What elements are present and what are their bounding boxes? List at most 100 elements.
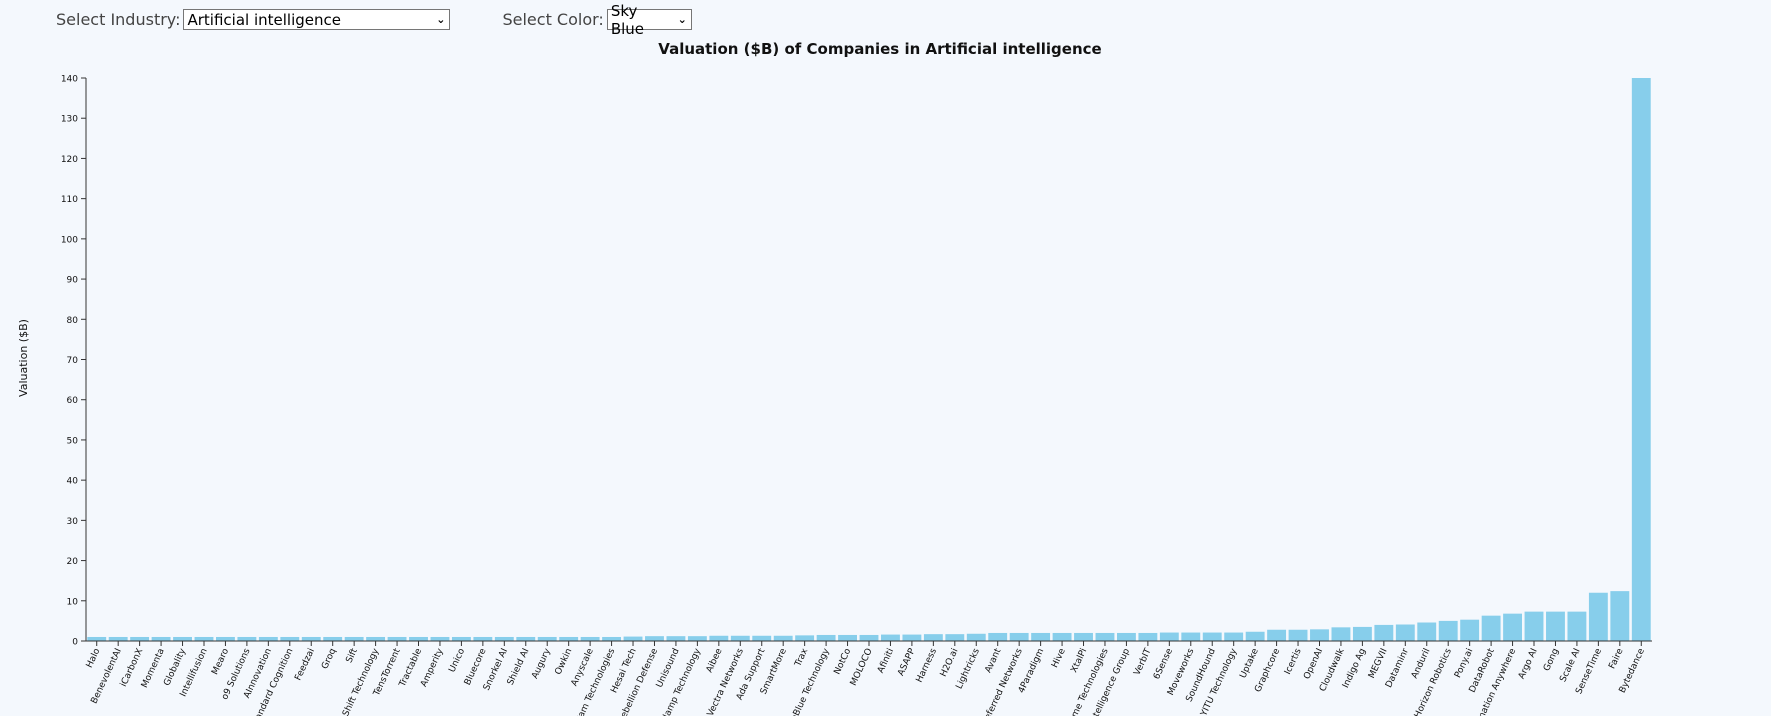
bar[interactable] bbox=[87, 636, 107, 641]
bar[interactable] bbox=[580, 636, 600, 641]
bar[interactable] bbox=[1374, 624, 1394, 641]
x-tick-label: Pony.ai bbox=[1453, 647, 1475, 680]
bar[interactable] bbox=[1009, 632, 1029, 641]
bar[interactable] bbox=[344, 636, 364, 641]
bar[interactable] bbox=[130, 636, 150, 641]
bar[interactable] bbox=[323, 636, 343, 641]
y-tick-label: 20 bbox=[67, 557, 79, 567]
bar[interactable] bbox=[430, 636, 450, 641]
bar[interactable] bbox=[473, 636, 493, 641]
bar[interactable] bbox=[1031, 632, 1051, 641]
bar[interactable] bbox=[1181, 632, 1201, 641]
bar[interactable] bbox=[151, 636, 171, 641]
x-tick-label: ASAPP bbox=[896, 647, 918, 678]
bar[interactable] bbox=[1503, 613, 1522, 641]
bar[interactable] bbox=[258, 636, 278, 641]
x-tick-label: Gong bbox=[1542, 647, 1561, 673]
chart-title: Valuation ($B) of Companies in Artificia… bbox=[658, 40, 1101, 58]
bar[interactable] bbox=[1116, 632, 1136, 641]
bar[interactable] bbox=[752, 635, 772, 641]
bar[interactable] bbox=[1245, 631, 1265, 641]
bar[interactable] bbox=[838, 634, 857, 641]
bar[interactable] bbox=[1395, 624, 1415, 641]
bar[interactable] bbox=[988, 632, 1008, 641]
bar[interactable] bbox=[1460, 619, 1480, 641]
bar[interactable] bbox=[216, 636, 235, 641]
bar[interactable] bbox=[1202, 632, 1222, 641]
bar[interactable] bbox=[1267, 629, 1287, 641]
bar[interactable] bbox=[280, 636, 300, 641]
y-tick-label: 110 bbox=[61, 195, 78, 205]
bar[interactable] bbox=[687, 636, 707, 641]
bar[interactable] bbox=[709, 635, 729, 641]
bar[interactable] bbox=[1481, 615, 1501, 641]
bar[interactable] bbox=[730, 635, 750, 641]
bar[interactable] bbox=[1631, 78, 1651, 641]
y-axis: 0 10 20 30 40 50 60 70 80 90 100 110 120 130 140 bbox=[61, 75, 87, 648]
bar[interactable] bbox=[1610, 591, 1630, 641]
x-axis: HaloBenevolentAIiCarbonXMomentaGlobality… bbox=[85, 640, 1652, 716]
y-tick-label: 0 bbox=[72, 638, 78, 648]
bar[interactable] bbox=[108, 636, 128, 641]
industry-control: Select Industry: Artificial intelligence… bbox=[56, 9, 451, 30]
bar[interactable] bbox=[1159, 632, 1179, 641]
bar[interactable] bbox=[237, 636, 257, 641]
bar[interactable] bbox=[1095, 632, 1115, 641]
bar[interactable] bbox=[1074, 632, 1093, 641]
x-tick-label: Avant bbox=[983, 647, 1003, 675]
x-tick-label: Afiniti bbox=[876, 647, 896, 675]
bar[interactable] bbox=[945, 634, 965, 641]
bar[interactable] bbox=[1331, 627, 1351, 641]
color-select[interactable]: Sky Blue ⌄ bbox=[606, 2, 692, 38]
bar[interactable] bbox=[795, 635, 815, 641]
bar[interactable] bbox=[1588, 592, 1608, 641]
x-tick-label: Argo AI bbox=[1517, 647, 1540, 681]
bar[interactable] bbox=[902, 634, 922, 641]
bar[interactable] bbox=[1438, 620, 1458, 641]
x-tick-label: Preferred Networks bbox=[979, 647, 1025, 716]
bar[interactable] bbox=[537, 636, 557, 641]
x-tick-label: XtalPi bbox=[1069, 647, 1089, 674]
bar[interactable] bbox=[923, 634, 943, 641]
x-tick-label: Uptake bbox=[1238, 647, 1261, 680]
bar[interactable] bbox=[645, 636, 664, 641]
bar[interactable] bbox=[666, 636, 686, 641]
bar[interactable] bbox=[194, 636, 214, 641]
bar[interactable] bbox=[773, 635, 793, 641]
x-tick-label: Groq bbox=[320, 647, 338, 671]
bar[interactable] bbox=[859, 634, 879, 641]
bar[interactable] bbox=[451, 636, 471, 641]
bar[interactable] bbox=[1052, 632, 1072, 641]
bar[interactable] bbox=[1224, 632, 1244, 641]
y-tick-label: 80 bbox=[67, 316, 79, 326]
industry-select[interactable]: Artificial intelligence ⌄ bbox=[183, 9, 451, 30]
bar[interactable] bbox=[387, 636, 407, 641]
bar[interactable] bbox=[301, 636, 321, 641]
bars bbox=[87, 78, 1651, 642]
bar[interactable] bbox=[1567, 611, 1587, 641]
bar[interactable] bbox=[1310, 629, 1329, 641]
y-tick-label: 40 bbox=[67, 477, 79, 487]
bar[interactable] bbox=[881, 634, 900, 641]
bar[interactable] bbox=[1138, 632, 1158, 641]
bar[interactable] bbox=[366, 636, 386, 641]
bar[interactable] bbox=[1352, 626, 1372, 641]
x-tick-label: MOLOCO bbox=[849, 647, 875, 687]
bar[interactable] bbox=[966, 633, 986, 641]
bar[interactable] bbox=[623, 636, 643, 641]
y-tick-label: 60 bbox=[67, 396, 79, 406]
x-tick-label: Faire bbox=[1607, 647, 1625, 671]
bar[interactable] bbox=[1524, 611, 1544, 641]
bar[interactable] bbox=[409, 636, 428, 641]
bar[interactable] bbox=[494, 636, 514, 641]
x-tick-label: Sift bbox=[345, 647, 360, 665]
bar[interactable] bbox=[1417, 622, 1437, 642]
bar[interactable] bbox=[559, 636, 579, 641]
bar[interactable] bbox=[173, 636, 192, 641]
bar[interactable] bbox=[516, 636, 536, 641]
bar[interactable] bbox=[1546, 611, 1565, 641]
bar[interactable] bbox=[602, 636, 622, 641]
bar[interactable] bbox=[816, 634, 836, 641]
bar[interactable] bbox=[1288, 629, 1308, 641]
y-tick-label: 130 bbox=[61, 115, 78, 125]
